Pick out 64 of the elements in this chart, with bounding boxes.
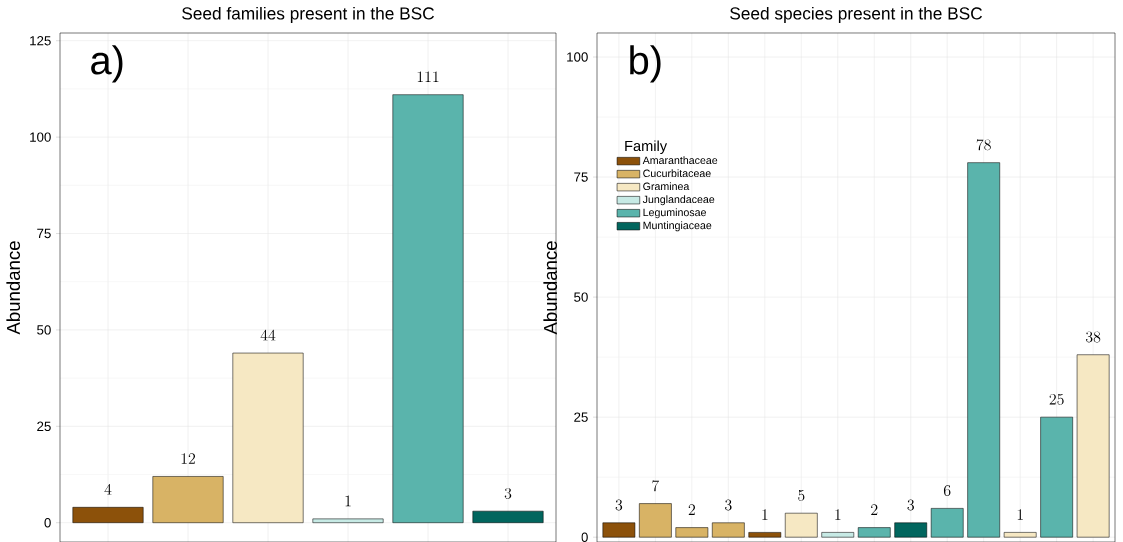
bar bbox=[312, 518, 384, 523]
bar bbox=[675, 527, 709, 538]
y-tick-label: 0 bbox=[44, 518, 51, 528]
bar bbox=[152, 476, 224, 523]
data-label: 1 bbox=[345, 495, 351, 507]
bar bbox=[472, 510, 544, 523]
data-label: 1 bbox=[1017, 509, 1023, 520]
y-tick-label: 75 bbox=[574, 172, 588, 182]
data-label: 1 bbox=[835, 509, 841, 520]
legend-title: Family bbox=[625, 140, 668, 154]
bar bbox=[72, 507, 144, 523]
bar bbox=[894, 522, 928, 538]
bar bbox=[1040, 416, 1073, 538]
data-label: 5 bbox=[798, 489, 805, 501]
bar bbox=[602, 522, 636, 538]
bar bbox=[392, 94, 464, 523]
bar bbox=[1003, 532, 1037, 538]
legend-label: Cucurbitaceae bbox=[643, 169, 711, 178]
data-label: 25 bbox=[1049, 393, 1064, 405]
legend-label: Junglandaceae bbox=[642, 195, 715, 206]
bar bbox=[930, 508, 964, 538]
y-tick-label: 100 bbox=[30, 132, 51, 142]
data-label: 12 bbox=[181, 453, 196, 464]
y-tick-label: 50 bbox=[37, 325, 51, 335]
annotation: a) bbox=[91, 45, 123, 83]
bar bbox=[1076, 354, 1110, 538]
legend-label: Leguminosae bbox=[643, 208, 706, 219]
y-axis-title: Abundance bbox=[543, 241, 558, 335]
data-label: 78 bbox=[976, 139, 991, 151]
data-label: 3 bbox=[504, 487, 512, 499]
y-tick-label: 100 bbox=[567, 52, 588, 62]
chart-title: Seed families present in the BSC bbox=[182, 6, 435, 23]
legend-label: Amaranthaceae bbox=[642, 156, 718, 165]
data-label: 2 bbox=[688, 504, 695, 515]
data-label: 1 bbox=[762, 509, 768, 520]
chart-title: Seed species present in the BSC bbox=[730, 6, 983, 23]
data-label: 3 bbox=[725, 499, 732, 511]
y-tick-label: 50 bbox=[574, 292, 588, 302]
data-label: 4 bbox=[104, 483, 112, 495]
legend-label: Muntingiaceae bbox=[643, 221, 712, 232]
bar bbox=[784, 512, 818, 538]
legend-label: Graminea bbox=[643, 182, 690, 191]
y-tick-label: 125 bbox=[30, 36, 51, 46]
data-label: 111 bbox=[417, 71, 439, 83]
bar bbox=[232, 352, 304, 523]
data-label: 7 bbox=[652, 480, 660, 492]
bar bbox=[967, 162, 1001, 538]
data-label: 2 bbox=[871, 504, 878, 515]
data-label: 44 bbox=[260, 329, 276, 341]
data-label: 38 bbox=[1085, 331, 1101, 343]
y-tick-label: 25 bbox=[574, 412, 588, 422]
bar bbox=[821, 532, 855, 538]
y-tick-label: 25 bbox=[37, 421, 51, 432]
bar bbox=[857, 527, 891, 538]
bar bbox=[639, 503, 672, 538]
y-tick-label: 0 bbox=[581, 532, 588, 542]
annotation: b) bbox=[630, 45, 661, 83]
y-tick-label: 75 bbox=[37, 228, 51, 239]
bar bbox=[748, 532, 782, 538]
y-axis-title: Abundance bbox=[6, 241, 21, 335]
data-label: 3 bbox=[615, 499, 623, 511]
bar bbox=[712, 522, 745, 538]
data-label: 3 bbox=[907, 499, 914, 511]
data-label: 6 bbox=[943, 485, 951, 497]
